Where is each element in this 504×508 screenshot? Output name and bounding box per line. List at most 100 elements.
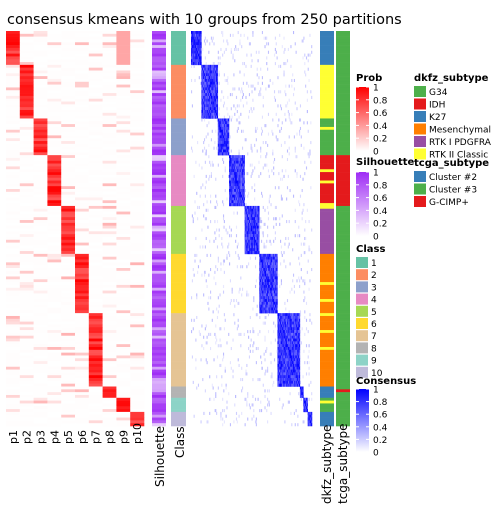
consensus-cell [304,160,306,164]
membership-cell [47,406,62,410]
membership-cell [61,163,76,167]
membership-cell [102,327,117,331]
consensus-cell [281,349,283,353]
consensus-cell [227,135,229,139]
consensus-cell [311,45,313,49]
consensus-cell [259,276,261,280]
silhouette-cell [152,203,166,207]
consensus-cell [204,115,206,119]
consensus-cell [290,338,292,342]
membership-cell [61,321,76,325]
consensus-cell [218,141,220,145]
consensus-cell [227,81,229,85]
class-cell [171,245,186,249]
consensus-cell [211,115,213,119]
membership-cell [19,369,34,373]
consensus-cell [236,203,238,207]
consensus-cell [279,332,281,336]
membership-cell [88,104,103,108]
silhouette-cell [152,411,166,416]
membership-cell [6,358,21,362]
consensus-cell [191,330,193,334]
membership-cell [19,262,34,266]
consensus-cell [210,95,212,99]
membership-cell [102,143,117,147]
membership-cell [88,143,103,147]
consensus-cell [305,84,307,88]
consensus-cell [225,129,227,133]
consensus-cell [298,335,300,339]
consensus-cell [240,332,242,336]
consensus-cell [192,31,194,35]
consensus-cell [206,78,208,83]
consensus-cell [288,349,290,353]
silhouette-cell [152,282,166,286]
consensus-cell [292,372,295,376]
membership-cell [75,62,90,66]
consensus-cell [266,36,268,40]
membership-cell [61,76,76,80]
membership-cell [6,234,21,238]
consensus-cell [205,341,207,345]
consensus-cell [292,355,294,359]
consensus-cell [296,172,298,176]
consensus-cell [222,132,225,136]
consensus-cell [287,344,289,348]
consensus-cell [233,166,235,170]
consensus-cell [280,330,282,334]
membership-cell [75,287,90,291]
consensus-cell [290,332,292,336]
membership-cell [47,265,62,269]
consensus-cell [241,169,244,173]
consensus-cell [265,296,267,300]
consensus-cell [210,101,212,105]
consensus-cell [265,268,267,272]
consensus-cell [245,248,247,252]
consensus-cell [241,157,244,162]
consensus-cell [256,304,258,308]
consensus-cell [219,327,221,331]
consensus-cell [249,330,251,334]
consensus-cell [244,239,246,243]
consensus-cell [255,225,257,229]
consensus-cell [252,234,254,238]
consensus-cell [221,143,223,147]
consensus-cell [210,296,212,300]
consensus-cell [210,253,212,257]
membership-cell [19,93,34,97]
consensus-cell [266,56,268,60]
silhouette-cell [152,169,166,173]
consensus-cell [228,143,230,147]
silhouette-cell [152,386,166,390]
membership-cell [116,208,131,212]
membership-cell [75,242,90,246]
consensus-cell [241,191,244,195]
class-cell [171,197,186,201]
silhouette-cell [152,149,166,153]
consensus-cell [261,299,263,303]
consensus-cell [253,208,255,212]
consensus-cell [237,163,239,167]
consensus-cell [261,284,263,288]
membership-cell [130,397,145,401]
consensus-cell [289,262,291,266]
class-cell [171,234,186,238]
consensus-cell [215,324,217,328]
consensus-cell [291,341,293,345]
membership-cell [19,42,34,46]
consensus-cell [267,287,269,291]
consensus-cell [211,39,213,43]
membership-cell [116,394,131,399]
membership-cell [33,299,48,303]
consensus-cell [295,335,297,339]
membership-cell [33,324,48,328]
consensus-cell [203,104,205,108]
consensus-cell [271,259,273,263]
consensus-cell [296,363,298,367]
consensus-cell [292,369,295,373]
consensus-cell [241,157,243,162]
consensus-cell [208,84,210,88]
consensus-cell [229,186,232,190]
consensus-cell [292,335,294,339]
